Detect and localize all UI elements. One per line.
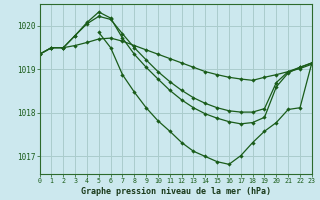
X-axis label: Graphe pression niveau de la mer (hPa): Graphe pression niveau de la mer (hPa) <box>81 187 271 196</box>
